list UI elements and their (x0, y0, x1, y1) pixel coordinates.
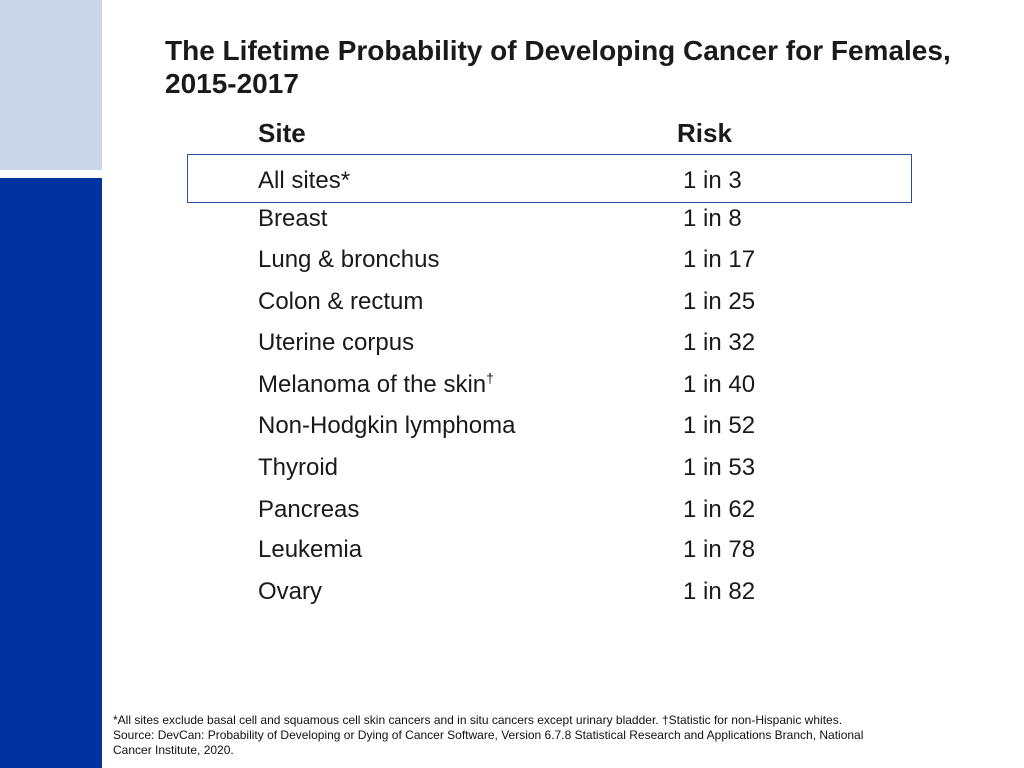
slide-title-line1: The Lifetime Probability of Developing C… (165, 35, 951, 66)
risk-cell: 1 in 25 (683, 288, 756, 315)
risk-cell: 1 in 62 (683, 496, 756, 523)
footnote-line2: Source: DevCan: Probability of Developin… (113, 728, 864, 742)
site-cell: Breast (258, 205, 328, 232)
risk-cell: 1 in 40 (683, 371, 756, 398)
risk-cell: 1 in 32 (683, 329, 756, 356)
footnote: *All sites exclude basal cell and squamo… (113, 713, 933, 758)
column-header-risk: Risk (677, 118, 732, 148)
table-row: Lung & bronchus 1 in 17 (0, 246, 1024, 276)
footnote-line1: *All sites exclude basal cell and squamo… (113, 713, 843, 727)
table-row: Melanoma of the skin† 1 in 40 (0, 371, 1024, 401)
risk-cell: 1 in 3 (683, 167, 742, 194)
site-cell: All sites* (258, 167, 351, 194)
site-cell: Leukemia (258, 536, 363, 563)
table-row: Colon & rectum 1 in 25 (0, 288, 1024, 318)
risk-cell: 1 in 82 (683, 578, 756, 605)
table-row: Leukemia 1 in 78 (0, 536, 1024, 566)
table-row: Breast 1 in 8 (0, 205, 1024, 235)
site-cell: Ovary (258, 578, 323, 605)
risk-cell: 1 in 8 (683, 205, 742, 232)
table-row: All sites* 1 in 3 (0, 167, 1024, 197)
slide-title: The Lifetime Probability of Developing C… (165, 34, 985, 100)
column-header-site: Site (258, 118, 306, 148)
all-sites-highlight-box (187, 154, 912, 203)
risk-cell: 1 in 17 (683, 246, 756, 273)
site-cell: Colon & rectum (258, 288, 424, 315)
table-row: Pancreas 1 in 62 (0, 496, 1024, 526)
table-row: Thyroid 1 in 53 (0, 454, 1024, 484)
slide-title-line2: 2015-2017 (165, 68, 299, 99)
site-cell: Uterine corpus (258, 329, 415, 356)
site-cell: Thyroid (258, 454, 339, 481)
site-cell: Melanoma of the skin† (258, 370, 494, 398)
table-row: Ovary 1 in 82 (0, 578, 1024, 608)
sidebar-light-band (0, 0, 102, 170)
site-cell: Non-Hodgkin lymphoma (258, 412, 516, 439)
table-row: Non-Hodgkin lymphoma 1 in 52 (0, 412, 1024, 442)
table-row: Uterine corpus 1 in 32 (0, 329, 1024, 359)
sidebar-dark-band (0, 178, 102, 768)
site-cell: Pancreas (258, 496, 360, 523)
site-cell: Lung & bronchus (258, 246, 440, 273)
footnote-line3: Cancer Institute, 2020. (113, 743, 234, 757)
dagger-superscript: † (486, 370, 494, 386)
risk-cell: 1 in 53 (683, 454, 756, 481)
risk-cell: 1 in 52 (683, 412, 756, 439)
risk-cell: 1 in 78 (683, 536, 756, 563)
